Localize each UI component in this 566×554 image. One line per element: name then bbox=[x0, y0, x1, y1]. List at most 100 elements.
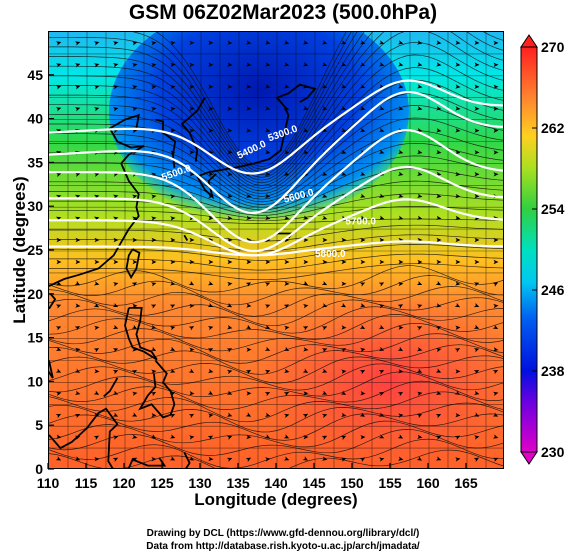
wind-arrow bbox=[207, 348, 214, 353]
wind-arrow bbox=[340, 40, 347, 45]
wind-arrow bbox=[302, 193, 309, 198]
wind-arrow bbox=[303, 237, 309, 243]
wind-arrow bbox=[283, 434, 290, 439]
wind-arrow bbox=[398, 149, 404, 155]
wind-arrow bbox=[189, 62, 195, 68]
wind-arrow bbox=[493, 237, 499, 243]
wind-arrow bbox=[55, 346, 62, 352]
y-tick-label: 15 bbox=[27, 330, 43, 346]
wind-arrow bbox=[436, 237, 442, 243]
wind-arrow bbox=[493, 150, 499, 155]
wind-arrow bbox=[189, 237, 195, 243]
wind-arrow bbox=[264, 434, 271, 439]
wind-arrow bbox=[169, 326, 176, 331]
wind-arrow bbox=[398, 171, 404, 176]
wind-arrow bbox=[74, 326, 81, 331]
wind-arrow bbox=[189, 391, 195, 396]
wind-arrow bbox=[417, 215, 423, 220]
wind-arrow bbox=[398, 281, 404, 287]
wind-arrow bbox=[359, 215, 366, 220]
wind-arrow bbox=[474, 40, 480, 46]
wind-arrow bbox=[150, 346, 157, 352]
wind-arrow bbox=[264, 282, 271, 287]
wind-arrow bbox=[246, 40, 252, 45]
wind-arrow bbox=[245, 412, 252, 417]
wind-arrow bbox=[151, 259, 157, 265]
wind-arrow bbox=[474, 62, 480, 67]
wind-arrow bbox=[189, 40, 195, 46]
wind-arrow bbox=[493, 40, 499, 46]
wind-arrow bbox=[93, 348, 100, 353]
wind-arrow bbox=[55, 107, 62, 112]
wind-arrow bbox=[321, 303, 328, 308]
wind-arrow bbox=[283, 456, 290, 461]
wind-arrow bbox=[359, 193, 366, 198]
wind-arrow bbox=[74, 456, 81, 461]
wind-arrow bbox=[113, 216, 119, 221]
wind-arrow bbox=[321, 326, 328, 331]
wind-arrow bbox=[359, 369, 366, 375]
wind-arrow bbox=[131, 324, 138, 330]
wind-arrow bbox=[75, 259, 81, 265]
wind-arrow bbox=[284, 149, 290, 155]
wind-arrow bbox=[150, 304, 157, 309]
wind-arrow bbox=[93, 41, 100, 46]
wind-arrow bbox=[302, 62, 309, 67]
wind-arrow bbox=[378, 127, 385, 133]
wind-arrow bbox=[55, 41, 62, 46]
wind-arrow bbox=[378, 392, 385, 397]
wind-arrow bbox=[416, 368, 423, 373]
wind-arrow bbox=[454, 390, 461, 395]
wind-arrow bbox=[455, 193, 461, 199]
wind-arrow bbox=[398, 325, 404, 330]
wind-arrow bbox=[207, 390, 214, 395]
wind-arrow bbox=[284, 62, 290, 67]
wind-arrow bbox=[435, 414, 442, 419]
wind-arrow bbox=[321, 84, 328, 89]
wind-arrow bbox=[417, 171, 423, 177]
colorbar: 230 238 246 254 262 270 bbox=[520, 34, 565, 465]
y-tick-label: 35 bbox=[27, 154, 43, 170]
wind-arrow bbox=[264, 392, 271, 397]
map-plot-area: 5300.0 5400.0 5500.0 5600.0 5700.0 5800.0 bbox=[48, 31, 504, 469]
wind-arrow bbox=[378, 40, 385, 45]
x-tick-label: 110 bbox=[37, 475, 60, 491]
wind-arrow bbox=[398, 456, 404, 461]
wind-arrow bbox=[246, 215, 252, 221]
wind-arrow bbox=[55, 368, 62, 373]
wind-arrow bbox=[226, 435, 233, 440]
wind-arrow bbox=[397, 304, 404, 309]
y-tick-label: 10 bbox=[27, 373, 43, 389]
wind-arrow bbox=[189, 84, 195, 90]
wind-arrow bbox=[227, 259, 233, 265]
wind-arrow bbox=[132, 237, 138, 243]
wind-arrow bbox=[378, 346, 385, 352]
wind-arrow bbox=[226, 348, 233, 353]
wind-arrow bbox=[492, 324, 499, 330]
x-tick-label: 145 bbox=[302, 475, 326, 491]
wind-arrow bbox=[207, 435, 214, 440]
wind-arrow bbox=[113, 237, 119, 243]
x-tick-label: 115 bbox=[75, 475, 98, 491]
wind-arrow bbox=[246, 106, 252, 111]
coastline-segment bbox=[155, 118, 177, 168]
wind-arrow bbox=[303, 347, 309, 352]
wind-arrow bbox=[112, 282, 119, 287]
wind-arrow bbox=[265, 215, 271, 220]
contour-line bbox=[49, 240, 503, 257]
wind-arrow bbox=[151, 412, 157, 418]
wind-arrow bbox=[226, 369, 233, 375]
coastline-segment bbox=[49, 360, 54, 379]
coastline-segment bbox=[49, 113, 145, 287]
wind-arrow bbox=[302, 215, 309, 220]
colorbar-tick-label: 230 bbox=[541, 444, 565, 460]
wind-arrow bbox=[416, 281, 423, 286]
wind-arrow bbox=[227, 62, 233, 67]
wind-arrow bbox=[55, 413, 62, 419]
wind-arrow bbox=[188, 368, 195, 373]
wind-arrow bbox=[321, 215, 328, 220]
x-axis-ticks: 110 115 120 125 130 135 140 145 150 155 160 165 bbox=[37, 463, 478, 491]
wind-arrow bbox=[302, 280, 309, 286]
wind-arrow bbox=[74, 41, 81, 46]
wind-arrow bbox=[150, 282, 157, 287]
